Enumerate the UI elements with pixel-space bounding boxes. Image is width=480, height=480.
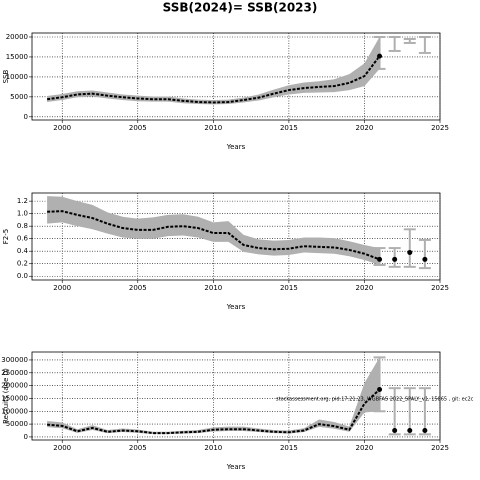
y-tick-label: 150000	[1, 394, 28, 402]
axes-frame	[31, 32, 441, 121]
y-tick-label: 0	[24, 113, 28, 121]
projection-point	[392, 428, 398, 434]
axes-frame	[31, 192, 441, 281]
y-tick-label: 0.2	[17, 260, 28, 268]
x-axis-label: Years	[226, 303, 246, 311]
projection-point	[407, 249, 413, 255]
x-axis-label: Years	[226, 143, 246, 151]
x-tick-label: 2000	[53, 284, 71, 292]
y-tick-label: 0	[24, 433, 28, 441]
x-tick-label: 2025	[431, 284, 449, 292]
projection-point	[422, 256, 428, 262]
x-axis-label: Years	[226, 463, 246, 471]
confidence-band	[47, 357, 380, 435]
y-axis-label: F2-5	[2, 229, 10, 244]
y-tick-label: 200000	[1, 382, 28, 390]
estimate-line	[47, 210, 380, 261]
x-tick-label: 2025	[431, 124, 449, 132]
y-tick-label: 10000	[6, 73, 28, 81]
projection-point	[407, 428, 413, 434]
y-tick-label: 0.6	[17, 235, 29, 243]
x-tick-label: 2015	[280, 444, 298, 452]
note: stockassessment.org, pid:17:21:23, WGBFA…	[276, 397, 474, 403]
figure-title: SSB(2024)= SSB(2023)	[163, 1, 318, 15]
y-tick-label: 1.2	[17, 197, 28, 205]
y-tick-label: 100000	[1, 407, 28, 415]
x-tick-label: 2020	[356, 284, 374, 292]
x-tick-label: 2020	[356, 444, 374, 452]
y-axis-label: Recruits (age 0)	[2, 368, 10, 424]
estimate-line	[47, 388, 381, 435]
y-tick-label: 20000	[6, 33, 28, 41]
y-tick-label: 0.8	[17, 222, 28, 230]
x-tick-label: 2010	[204, 444, 222, 452]
y-tick-label: 5000	[10, 93, 28, 101]
projection-point	[422, 428, 428, 434]
y-axis-label: SSB	[2, 69, 10, 83]
x-tick-label: 2015	[280, 124, 298, 132]
x-tick-label: 2000	[53, 444, 71, 452]
x-tick-label: 2000	[53, 124, 71, 132]
x-tick-label: 2010	[204, 124, 222, 132]
y-tick-label: 250000	[1, 369, 28, 377]
confidence-band	[47, 36, 380, 105]
y-tick-label: 50000	[6, 420, 28, 428]
y-tick-label: 15000	[6, 53, 28, 61]
y-tick-label: 300000	[1, 356, 28, 364]
x-tick-label: 2005	[129, 444, 147, 452]
last-point	[377, 256, 383, 262]
x-tick-label: 2010	[204, 284, 222, 292]
x-tick-label: 2025	[431, 444, 449, 452]
y-tick-label: 0.4	[17, 247, 29, 255]
last-point	[377, 53, 383, 59]
x-tick-label: 2005	[129, 124, 147, 132]
axes-frame	[31, 351, 441, 441]
x-tick-label: 2015	[280, 284, 298, 292]
last-point	[377, 386, 383, 392]
y-tick-label: 0.0	[17, 272, 28, 280]
x-tick-label: 2020	[356, 124, 374, 132]
y-tick-label: 1.0	[17, 210, 28, 218]
estimate-line	[46, 55, 381, 104]
projection-point	[392, 256, 398, 262]
x-tick-label: 2005	[129, 284, 147, 292]
